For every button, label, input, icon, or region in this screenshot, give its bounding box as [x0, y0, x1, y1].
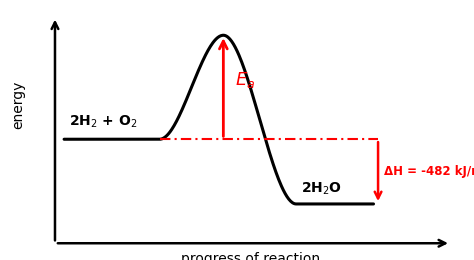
Text: progress of reaction: progress of reaction — [181, 252, 320, 260]
Text: 2H$_2$ + O$_2$: 2H$_2$ + O$_2$ — [69, 114, 137, 130]
Text: 2H$_2$O: 2H$_2$O — [301, 181, 342, 197]
Text: ΔH = -482 kJ/mol: ΔH = -482 kJ/mol — [383, 165, 474, 178]
Text: $\mathit{E_a}$: $\mathit{E_a}$ — [235, 70, 255, 90]
Text: energy: energy — [11, 80, 26, 129]
